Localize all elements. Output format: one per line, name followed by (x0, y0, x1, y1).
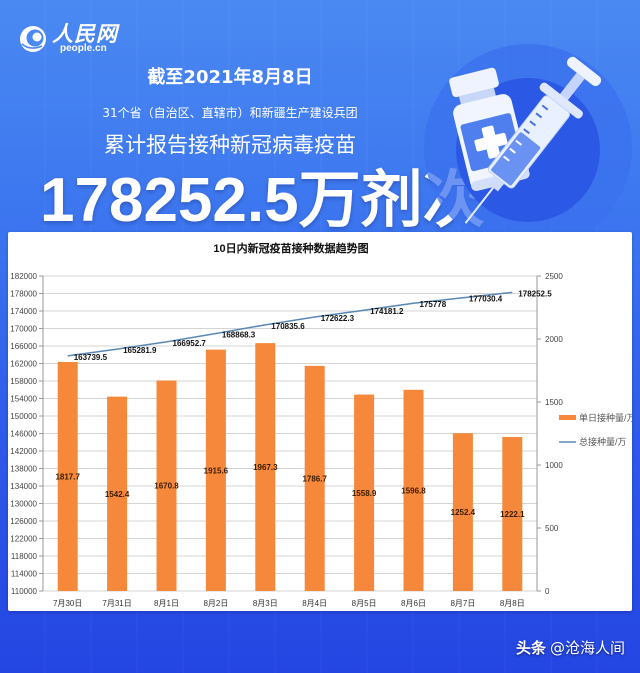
bar-value-label: 1786.7 (302, 474, 327, 483)
left-axis-label: 110000 (11, 587, 38, 596)
people-cn-logo-icon (20, 26, 46, 52)
headline-number: 178252.5 (40, 166, 299, 235)
bar (156, 380, 177, 591)
bar-value-label: 1817.7 (55, 472, 80, 481)
left-axis-label: 170000 (10, 325, 37, 334)
line-value-label: 178252.5 (518, 289, 552, 298)
left-axis-label: 142000 (10, 447, 37, 456)
left-axis-label: 126000 (10, 517, 37, 526)
watermark-handle: @沧海人间 (549, 639, 625, 657)
bar-value-label: 1670.8 (154, 482, 179, 491)
left-axis-label: 166000 (10, 342, 37, 351)
x-axis-label: 8月6日 (401, 599, 426, 608)
x-axis-label: 8月3日 (253, 599, 278, 608)
x-axis-label: 7月30日 (53, 599, 82, 608)
watermark: 头条 @沧海人间 (516, 638, 625, 658)
right-axis-label: 2500 (545, 272, 563, 281)
x-axis-label: 7月31日 (102, 599, 131, 608)
bar (452, 433, 473, 591)
right-axis-label: 1000 (545, 461, 563, 470)
bar (205, 349, 226, 591)
bar (403, 389, 424, 591)
x-axis-label: 8月2日 (203, 599, 228, 608)
x-axis-label: 8月5日 (352, 599, 377, 608)
bar (502, 437, 523, 591)
line-value-label: 175778 (420, 300, 447, 309)
right-axis-label: 0 (545, 587, 550, 596)
left-axis-label: 146000 (10, 430, 37, 439)
date-line: 截至2021年8月8日 (147, 67, 313, 88)
line-value-label: 177030.4 (469, 295, 503, 304)
bar-value-label: 1222.1 (500, 510, 525, 519)
total-line (67, 291, 513, 357)
left-axis-label: 174000 (10, 307, 37, 316)
subject-line: 累计报告接种新冠病毒疫苗 (104, 133, 356, 157)
bar-value-label: 1915.6 (204, 466, 229, 475)
legend-bar-label: 单日接种量/万 (579, 412, 632, 423)
bar (354, 394, 375, 591)
legend-bar-swatch (559, 415, 576, 420)
chart-title: 10日内新冠疫苗接种数据趋势图 (213, 241, 368, 255)
right-axis-label: 1500 (545, 398, 563, 407)
line-value-label: 165281.9 (123, 346, 157, 355)
left-axis-label: 130000 (10, 500, 37, 509)
line-value-label: 163739.5 (74, 353, 108, 362)
bar-value-label: 1558.9 (352, 489, 377, 498)
scope-line: 31个省（自治区、直辖市）和新疆生产建设兵团 (102, 106, 358, 120)
x-axis-label: 8月4日 (302, 599, 327, 608)
legend-line-label: 总接种量/万 (579, 436, 627, 447)
right-axis-label: 500 (545, 524, 559, 533)
line-value-label: 168868.3 (222, 330, 256, 339)
left-axis-label: 158000 (10, 377, 37, 386)
bar-value-label: 1967.3 (253, 463, 278, 472)
left-axis-label: 122000 (10, 535, 37, 544)
x-axis-label: 8月8日 (500, 599, 525, 608)
bar (255, 343, 276, 591)
line-value-label: 166952.7 (173, 339, 207, 348)
bar-value-label: 1252.4 (451, 508, 476, 517)
bar (57, 361, 78, 591)
right-axis-label: 2000 (545, 335, 563, 344)
vaccine-vial-syringe-icon (424, 44, 632, 230)
x-axis-label: 8月1日 (154, 599, 179, 608)
chart-card: 10日内新冠疫苗接种数据趋势图 182000 178000 174000 170000 1… (8, 232, 632, 611)
logo-domain: people.cn (60, 43, 107, 54)
watermark-platform: 头条 (515, 639, 546, 657)
line-value-label: 170835.6 (271, 322, 305, 331)
left-axis-label: 134000 (10, 482, 37, 491)
line-value-label: 174181.2 (370, 307, 404, 316)
left-axis-label: 150000 (10, 412, 37, 421)
bar-value-label: 1596.8 (401, 486, 426, 495)
x-axis-label: 8月7日 (450, 599, 475, 608)
bar (304, 365, 325, 591)
left-axis-label: 138000 (10, 465, 37, 474)
line-value-label: 172622.3 (321, 314, 355, 323)
left-axis-label: 178000 (10, 290, 37, 299)
logo-name: 人民网 (52, 21, 118, 46)
bar-value-label: 1542.4 (105, 490, 130, 499)
left-axis-label: 154000 (10, 395, 37, 404)
left-axis-label: 182000 (10, 272, 37, 281)
left-axis-label: 118000 (11, 552, 38, 561)
bar (107, 396, 128, 591)
combo-chart: 10日内新冠疫苗接种数据趋势图 182000 178000 174000 170000 1… (10, 241, 632, 608)
left-axis-label: 114000 (11, 570, 38, 579)
left-axis-label: 162000 (10, 360, 37, 369)
syringe-icon (464, 56, 602, 224)
